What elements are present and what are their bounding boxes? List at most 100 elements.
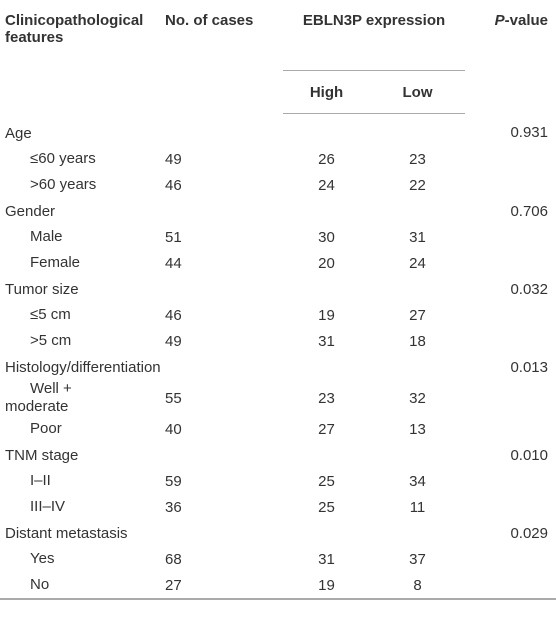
- high: 25: [318, 498, 335, 516]
- sub-label-cell: ≤60 years: [0, 146, 160, 172]
- sub-label: ≤5 cm: [30, 306, 71, 323]
- cases: 36: [165, 498, 182, 516]
- high: 26: [318, 150, 335, 168]
- high: 23: [318, 389, 335, 407]
- sub-label-cell: I–II: [0, 468, 160, 494]
- cases: 46: [165, 306, 182, 324]
- header-features: Clinicopathological features: [5, 12, 144, 46]
- low: 18: [409, 332, 426, 350]
- data-table: Clinicopathological features No. of case…: [0, 0, 556, 600]
- high: 31: [318, 332, 335, 350]
- low: 32: [409, 389, 426, 407]
- sub-row: No 27 19 8: [0, 572, 556, 599]
- group-label: Age: [5, 124, 32, 142]
- sub-label-cell: Yes: [0, 546, 160, 572]
- high: 27: [318, 420, 335, 438]
- sub-label: Male: [30, 228, 63, 245]
- cases: 46: [165, 176, 182, 194]
- sub-label-cell: >60 years: [0, 172, 160, 198]
- sub-row: ≤5 cm 46 19 27: [0, 302, 556, 328]
- sub-label-cell: No: [0, 572, 160, 599]
- empty-cell: [465, 380, 556, 416]
- group-label: Histology/differentiation: [5, 358, 161, 376]
- p-value: 0.010: [510, 446, 548, 464]
- high: 25: [318, 472, 335, 490]
- empty-cell: [465, 302, 556, 328]
- empty-cell: [465, 546, 556, 572]
- sub-label: ≤60 years: [30, 150, 96, 167]
- low: 22: [409, 176, 426, 194]
- p-value: 0.013: [510, 358, 548, 376]
- group-label: TNM stage: [5, 446, 79, 464]
- group-row: Tumor size 0.032: [0, 276, 556, 302]
- empty-cell: [465, 494, 556, 520]
- group-row: Distant metastasis 0.029: [0, 520, 556, 546]
- sub-label: Well + moderate: [5, 380, 72, 415]
- cases: 44: [165, 254, 182, 272]
- sub-label: Yes: [30, 550, 55, 567]
- sub-label-cell: >5 cm: [0, 328, 160, 354]
- cases: 55: [165, 389, 182, 407]
- empty-cell: [465, 328, 556, 354]
- low: 31: [409, 228, 426, 246]
- sub-label: >5 cm: [30, 332, 72, 349]
- sub-row: Male 51 30 31: [0, 224, 556, 250]
- sub-row: Female 44 20 24: [0, 250, 556, 276]
- sub-label: Female: [30, 254, 81, 271]
- sub-row: Well + moderate 55 23 32: [0, 380, 556, 416]
- group-label: Distant metastasis: [5, 524, 128, 542]
- sub-label: No: [30, 576, 50, 593]
- low: 8: [413, 576, 422, 594]
- empty-cell: [465, 224, 556, 250]
- table-body: Age 0.931 ≤60 years 49 26 23 >60 years 46 24 22 Ge…: [0, 114, 556, 600]
- sub-row: >60 years 46 24 22: [0, 172, 556, 198]
- sub-row: I–II 59 25 34: [0, 468, 556, 494]
- sub-row: >5 cm 49 31 18: [0, 328, 556, 354]
- sub-label-cell: Male: [0, 224, 160, 250]
- low: 37: [409, 550, 426, 568]
- low: 27: [409, 306, 426, 324]
- group-row: TNM stage 0.010: [0, 442, 556, 468]
- cases: 68: [165, 550, 182, 568]
- high: 24: [318, 176, 335, 194]
- cases: 27: [165, 576, 182, 594]
- cases: 40: [165, 420, 182, 438]
- sub-label: III–IV: [30, 498, 66, 515]
- sub-label-cell: III–IV: [0, 494, 160, 520]
- low: 11: [409, 498, 426, 516]
- p-value: 0.706: [510, 202, 548, 220]
- cases: 49: [165, 332, 182, 350]
- sub-label: I–II: [30, 472, 51, 489]
- sub-label: Poor: [30, 420, 62, 437]
- p-value: 0.931: [510, 124, 548, 142]
- group-row: Histology/differentiation 0.013: [0, 354, 556, 380]
- high: 20: [318, 254, 335, 272]
- sub-row: III–IV 36 25 11: [0, 494, 556, 520]
- header-p-value: P-value: [465, 0, 556, 114]
- p-value: 0.032: [510, 280, 548, 298]
- header-low: Low: [370, 70, 465, 114]
- high: 30: [318, 228, 335, 246]
- sub-label-cell: ≤5 cm: [0, 302, 160, 328]
- low: 23: [409, 150, 426, 168]
- empty-cell: [465, 250, 556, 276]
- sub-row: Yes 68 31 37: [0, 546, 556, 572]
- group-label: Tumor size: [5, 280, 79, 298]
- empty-cell: [465, 146, 556, 172]
- high: 19: [318, 576, 335, 594]
- cases: 59: [165, 472, 182, 490]
- low: 13: [409, 420, 426, 438]
- high: 31: [318, 550, 335, 568]
- empty-cell: [465, 468, 556, 494]
- cases: 51: [165, 228, 182, 246]
- sub-row: Poor 40 27 13: [0, 416, 556, 442]
- empty-cell: [465, 172, 556, 198]
- header-p-rest: -value: [504, 12, 548, 29]
- cases: 49: [165, 150, 182, 168]
- group-row: Gender 0.706: [0, 198, 556, 224]
- group-row: Age 0.931: [0, 114, 556, 147]
- p-value: 0.029: [510, 524, 548, 542]
- sub-row: ≤60 years 49 26 23: [0, 146, 556, 172]
- header-expression: EBLN3P expression: [283, 0, 465, 71]
